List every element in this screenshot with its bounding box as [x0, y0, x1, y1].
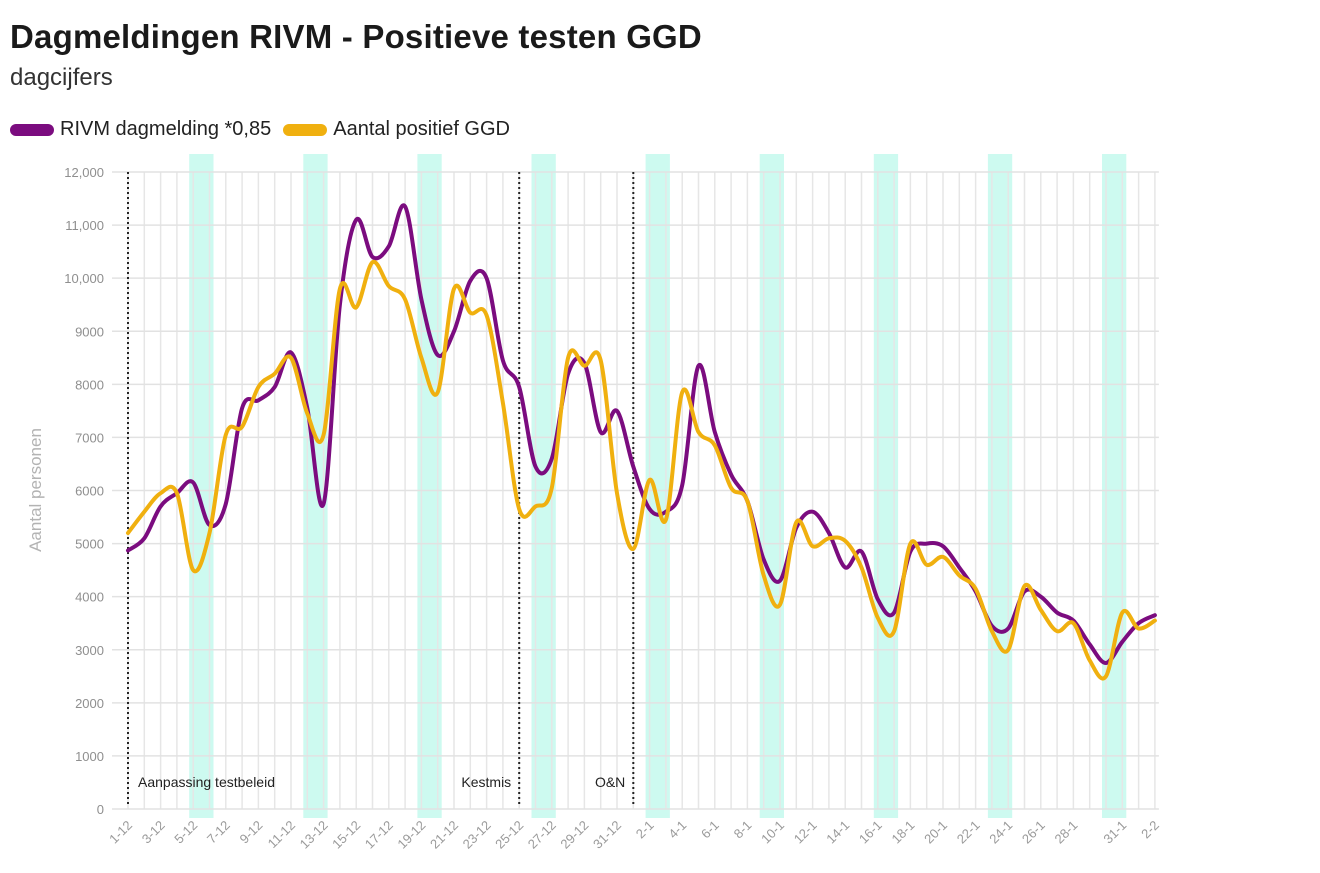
annotation-label-3: O&N	[595, 774, 625, 790]
y-tick-label: 0	[97, 802, 104, 817]
y-tick-label: 2000	[75, 696, 104, 711]
x-axis: 1-12 3-12 5-12 7-12 9-12 11-1213-1215-1217-12…	[106, 818, 1162, 852]
y-tick-label: 11,000	[65, 218, 104, 233]
annotation-label-2: Kestmis	[461, 774, 511, 790]
x-tick-label: 5-12	[171, 818, 200, 847]
legend-item-rivm[interactable]: RIVM dagmelding *0,85	[10, 118, 271, 141]
x-tick-label: 31-1	[1100, 818, 1129, 847]
x-tick-label: 2-1	[633, 818, 657, 842]
x-tick-label: 27-12	[525, 818, 559, 852]
x-tick-label: 24-1	[986, 818, 1015, 847]
x-tick-label: 4-1	[665, 818, 689, 842]
x-tick-label: 9-12	[237, 818, 266, 847]
weekend-bands	[189, 154, 1127, 818]
x-tick-label: 11-12	[265, 818, 298, 851]
x-tick-label: 25-12	[492, 818, 526, 852]
series-lines	[126, 203, 1157, 681]
x-tick-label: 10-1	[758, 818, 787, 847]
x-tick-label: 16-1	[856, 818, 885, 847]
x-tick-label: 23-12	[460, 818, 494, 852]
x-tick-label: 19-12	[394, 818, 428, 852]
y-axis-label: Aantal personen	[26, 428, 45, 552]
x-tick-label: 6-1	[698, 818, 722, 842]
x-tick-label: 7-12	[204, 818, 233, 847]
x-tick-label: 12-1	[791, 818, 820, 847]
x-tick-label: 22-1	[954, 818, 983, 847]
legend-label-rivm: RIVM dagmelding *0,85	[60, 118, 272, 140]
x-tick-label: 14-1	[823, 818, 852, 847]
y-tick-label: 8000	[75, 377, 104, 392]
x-tick-label: 20-1	[921, 818, 950, 847]
x-tick-label: 17-12	[362, 818, 396, 852]
y-axis: 0 1000 2000 3000 4000 5000 6000 7000 8000 9000 10,…	[64, 165, 104, 817]
legend-label-ggd: Aantal positief GGD	[333, 118, 510, 140]
x-tick-label: 13-12	[297, 818, 331, 852]
x-tick-label: 18-1	[889, 818, 918, 847]
y-tick-label: 10,000	[64, 271, 104, 286]
legend: RIVM dagmelding *0,85 Aantal positief GG…	[10, 118, 510, 141]
y-tick-label: 7000	[75, 430, 104, 445]
annotation-label-1: Aanpassing testbeleid	[138, 774, 275, 790]
x-tick-label: 21-12	[427, 818, 461, 852]
x-tick-label: 8-1	[731, 818, 755, 842]
y-tick-label: 6000	[75, 484, 104, 499]
x-tick-label: 15-12	[329, 818, 363, 852]
x-tick-label: 2-2	[1138, 818, 1162, 842]
chart-title: Dagmeldingen RIVM - Positieve testen GGD	[10, 18, 702, 55]
x-tick-label: 1-12	[106, 818, 135, 847]
annotations: Aanpassing testbeleid Kestmis O&N	[127, 172, 635, 807]
legend-item-ggd[interactable]: Aantal positief GGD	[283, 118, 510, 141]
y-tick-label: 4000	[75, 590, 104, 605]
y-tick-label: 1000	[75, 749, 104, 764]
x-tick-label: 31-12	[590, 818, 624, 852]
y-tick-label: 9000	[75, 324, 104, 339]
y-tick-label: 3000	[75, 643, 104, 658]
y-tick-label: 5000	[75, 537, 104, 552]
legend-swatch-rivm	[10, 123, 54, 136]
x-tick-label: 29-12	[557, 818, 591, 852]
legend-swatch-ggd	[283, 123, 328, 136]
x-tick-label: 26-1	[1019, 818, 1048, 847]
x-tick-label: 28-1	[1052, 818, 1081, 847]
series-line-ggd	[126, 259, 1157, 681]
x-tick-label: 3-12	[139, 818, 168, 847]
y-tick-label: 12,000	[64, 165, 104, 180]
chart-subtitle: dagcijfers	[10, 64, 113, 91]
